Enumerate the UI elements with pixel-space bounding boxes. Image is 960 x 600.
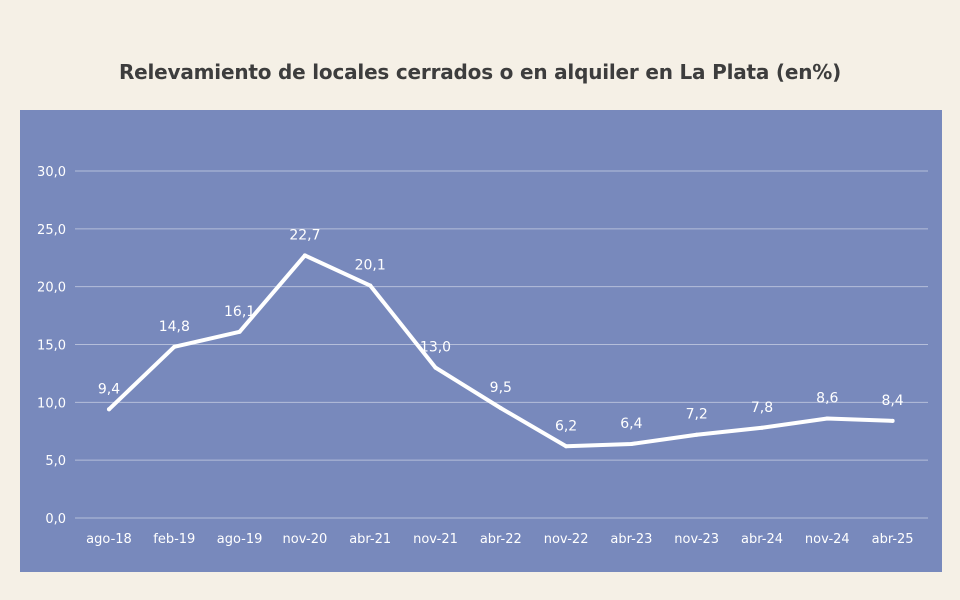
data-label: 9,4 — [98, 381, 120, 397]
data-point — [172, 344, 177, 349]
y-tick-label: 10,0 — [37, 396, 66, 411]
chart-panel: 0,0 5,0 10,0 15,0 20,0 25,0 30,0 ago-18 feb-19 a… — [20, 110, 942, 572]
data-point — [890, 418, 895, 423]
x-tick-label: nov-22 — [544, 532, 589, 547]
data-label: 9,5 — [490, 380, 512, 396]
y-axis: 0,0 5,0 10,0 15,0 20,0 25,0 30,0 — [37, 165, 66, 527]
data-label: 16,1 — [224, 304, 255, 320]
x-tick-label: nov-21 — [413, 532, 458, 547]
data-label: 7,2 — [686, 407, 708, 423]
data-label: 22,7 — [289, 227, 320, 243]
y-tick-label: 25,0 — [37, 223, 66, 238]
x-axis: ago-18 feb-19 ago-19 nov-20 abr-21 nov-21 abr-… — [86, 532, 913, 547]
data-point — [107, 407, 111, 412]
x-tick-label: abr-25 — [872, 532, 914, 547]
x-tick-label: abr-22 — [480, 532, 522, 547]
chart-title: Relevamiento de locales cerrados o en al… — [118, 60, 842, 84]
y-tick-label: 5,0 — [45, 454, 66, 469]
data-point — [564, 444, 569, 449]
data-point — [237, 329, 242, 334]
data-point — [629, 441, 634, 446]
data-label: 7,8 — [751, 400, 773, 416]
x-tick-label: nov-20 — [283, 532, 328, 547]
data-point — [760, 425, 764, 430]
data-point — [368, 283, 373, 288]
y-tick-label: 0,0 — [45, 512, 66, 527]
data-point — [825, 416, 830, 421]
x-tick-label: nov-24 — [805, 532, 850, 547]
y-tick-label: 30,0 — [37, 165, 66, 180]
data-label: 14,8 — [159, 319, 190, 335]
data-points — [107, 253, 895, 449]
x-tick-label: abr-23 — [610, 532, 652, 547]
data-label: 13,0 — [420, 340, 451, 356]
x-tick-label: abr-21 — [349, 532, 391, 547]
gridlines — [75, 170, 928, 519]
line-chart: 0,05,010,015,020,025,030,0 ago-18 feb-19 a… — [37, 165, 928, 547]
data-point — [498, 406, 503, 411]
y-tick-label: 15,0 — [37, 339, 66, 354]
x-tick-label: feb-19 — [153, 532, 195, 547]
x-tick-label: ago-19 — [217, 532, 263, 547]
data-labels: 9,4 14,8 16,1 22,7 20,1 13,0 9,5 6,2 6,4 7,2 7,8 8,… — [98, 227, 904, 434]
data-label: 8,4 — [881, 393, 903, 409]
data-point — [302, 253, 307, 258]
data-point — [694, 432, 699, 437]
data-label: 20,1 — [355, 258, 386, 274]
x-tick-label: nov-23 — [674, 532, 719, 547]
y-tick-label: 20,0 — [37, 281, 66, 296]
data-label: 6,4 — [620, 416, 642, 432]
data-label: 6,2 — [555, 418, 577, 434]
x-tick-label: ago-18 — [86, 532, 132, 547]
x-tick-label: abr-24 — [741, 532, 783, 547]
data-label: 8,6 — [816, 391, 838, 407]
data-point — [433, 365, 438, 370]
series-line — [107, 253, 895, 449]
